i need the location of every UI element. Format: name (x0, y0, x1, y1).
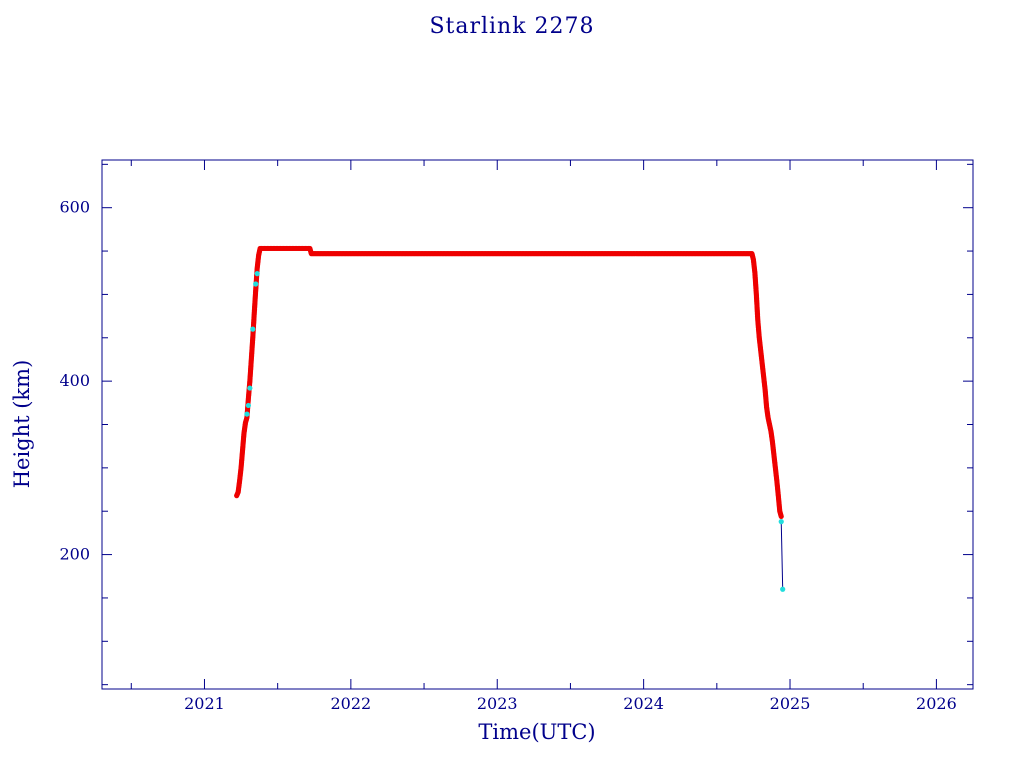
data-point-secondary (254, 271, 260, 277)
x-tick-label: 2022 (330, 694, 371, 713)
y-tick-label: 400 (59, 371, 90, 390)
data-point-secondary (778, 519, 784, 525)
data-point (778, 513, 784, 520)
x-tick-label: 2026 (916, 694, 957, 713)
descent-connector-line (780, 521, 784, 590)
x-tick-label: 2025 (770, 694, 811, 713)
data-point-secondary (253, 281, 259, 287)
x-tick-label: 2021 (184, 694, 225, 713)
data-point-secondary (780, 586, 786, 592)
plot-frame (101, 159, 974, 690)
x-axis-label: Time(UTC) (478, 720, 596, 744)
tick-labels: 2021 2022 2023 2024 2025 2026 200 400 600 (59, 198, 956, 713)
data-point-secondary (245, 402, 251, 409)
x-tick-label: 2023 (477, 694, 518, 713)
y-tick-label: 600 (59, 198, 90, 217)
data-point-secondary (250, 326, 256, 332)
data-point-secondary (244, 411, 250, 417)
axis-ticks (102, 160, 973, 689)
plot-border (101, 159, 974, 690)
y-tick-label: 200 (59, 545, 90, 564)
x-tick-label: 2024 (623, 694, 664, 713)
data-point-secondary (247, 385, 253, 391)
chart-title: Starlink 2278 (429, 14, 595, 39)
data-points (234, 245, 786, 592)
